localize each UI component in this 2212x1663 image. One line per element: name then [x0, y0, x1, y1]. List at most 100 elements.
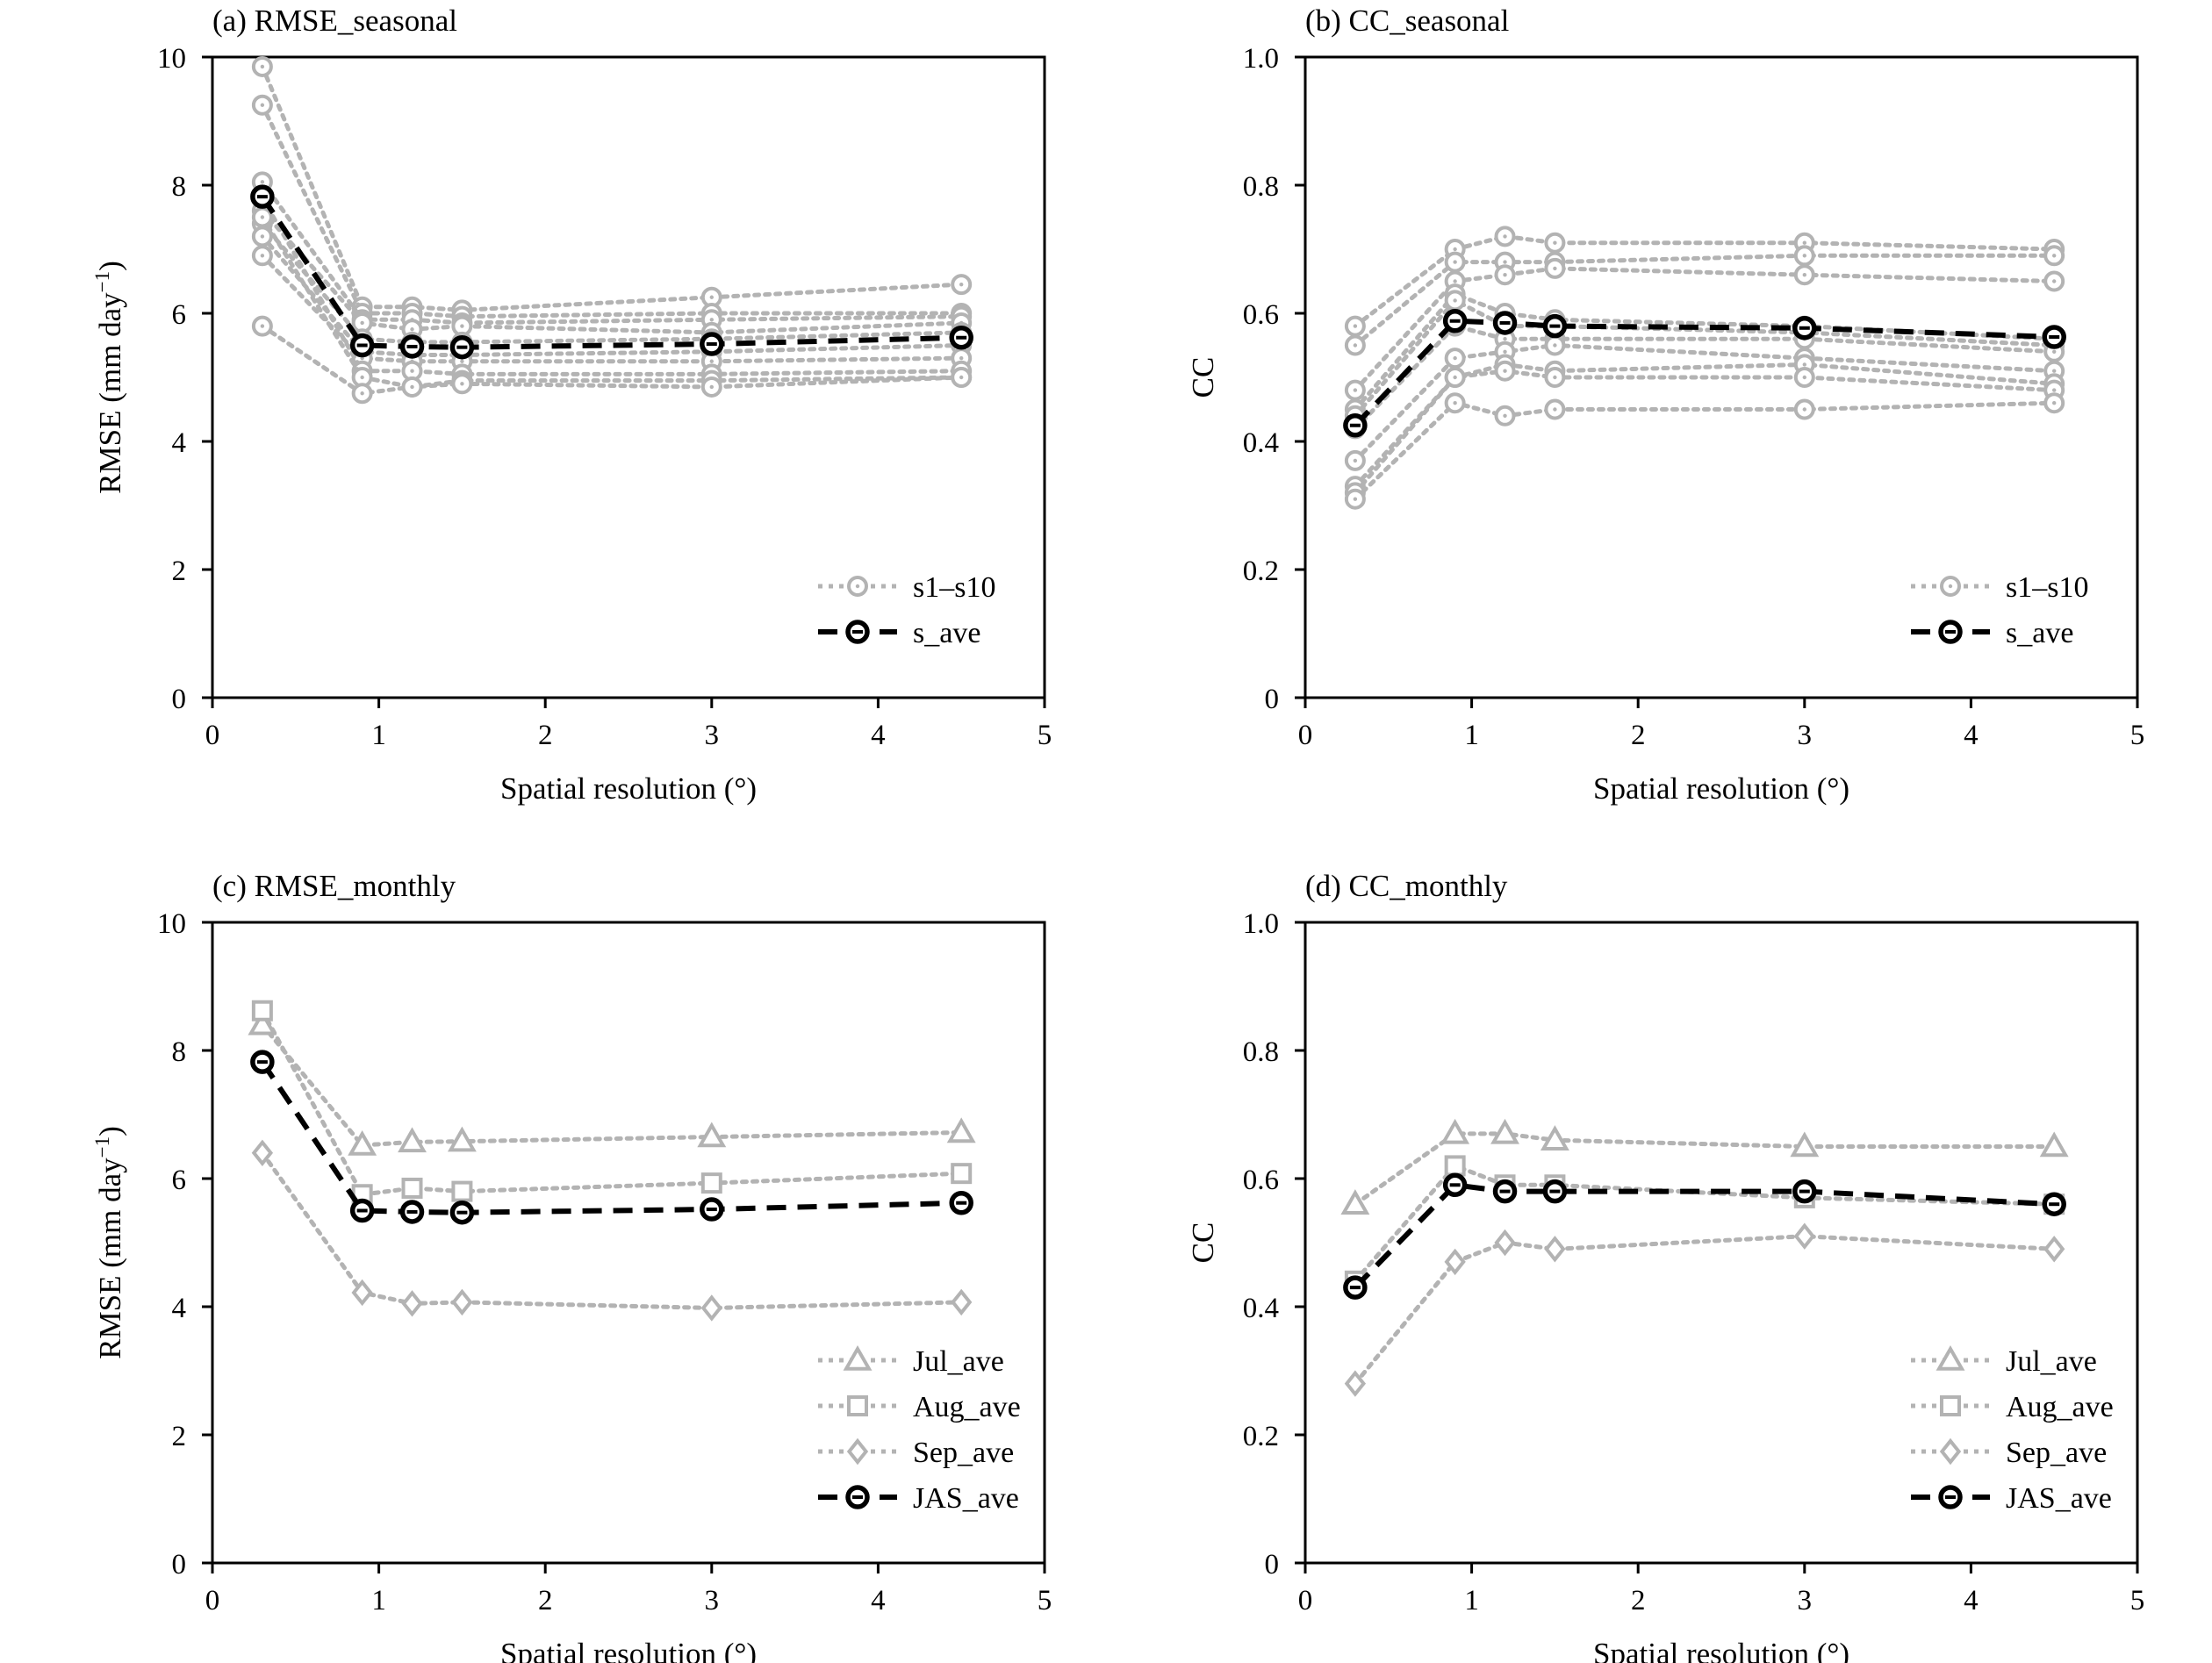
chart-panel-b: (b) CC_seasonal 0 1 2 3 4 5 0 0.2 0.4 0.6 0.8 1.0 Spa…: [1186, 4, 2144, 806]
data-point-dot: [1503, 349, 1507, 354]
legend-label: s_ave: [913, 617, 980, 649]
series-line: [260, 179, 964, 326]
y-tick-label: 10: [157, 43, 186, 75]
data-point-dot: [2052, 349, 2057, 354]
data-point-dot: [709, 359, 714, 363]
series-Jul_ave: [248, 1009, 976, 1156]
data-point-dot: [1553, 375, 1557, 380]
series-line: [260, 1150, 964, 1310]
x-tick-label: 2: [1631, 1585, 1646, 1616]
data-point-dot: [959, 375, 964, 380]
legend: Jul_ave Aug_ave Sep_ave JAS_ave: [818, 1344, 1021, 1515]
legend-marker: [846, 1437, 869, 1466]
series-line: [260, 221, 964, 345]
legend-entry: s_ave: [1911, 617, 2073, 649]
data-point-dot: [360, 391, 364, 396]
data-point-dot: [410, 327, 414, 332]
data-point-dot: [410, 369, 414, 373]
legend-label: JAS_ave: [2006, 1482, 2112, 1515]
plot-frame: [211, 55, 1046, 699]
x-tick-label: 0: [205, 1585, 220, 1616]
legend-entry: Sep_ave: [818, 1437, 1014, 1469]
data-point-dot: [1503, 413, 1507, 418]
series-line: [260, 1060, 962, 1215]
legend-entry: Aug_ave: [818, 1391, 1021, 1423]
x-tick-label: 1: [371, 1585, 386, 1616]
data-point-dot: [2052, 401, 2057, 405]
legend-entry: s1–s10: [818, 571, 995, 604]
data-point-dot: [1353, 458, 1358, 463]
data-point: [1444, 1155, 1466, 1177]
series-line: [1353, 233, 2057, 329]
legend-label: Aug_ave: [913, 1391, 1021, 1423]
data-point-dot: [360, 375, 364, 380]
y-axis-label: RMSE (mm day−1): [91, 261, 127, 494]
series-line: [260, 208, 964, 335]
y-tick-label: 0: [172, 1549, 187, 1581]
data-point-dot: [260, 215, 265, 219]
data-point-dot: [2052, 388, 2057, 392]
data-point-dot: [1453, 260, 1457, 264]
x-tick-label: 3: [1798, 1585, 1813, 1616]
legend-label: s_ave: [2006, 617, 2073, 649]
series-line: [1353, 400, 2057, 502]
x-tick-label: 1: [371, 720, 386, 751]
x-tick-label: 5: [2130, 1585, 2145, 1616]
x-tick-label: 1: [1464, 1585, 1479, 1616]
series-line: [260, 64, 964, 312]
legend-entry: s_ave: [818, 617, 980, 649]
data-point: [1340, 1189, 1370, 1215]
legend-entry: JAS_ave: [818, 1482, 1019, 1515]
series-s_ave: [1343, 309, 2066, 438]
data-point-dot: [1353, 324, 1358, 328]
y-tick-label: 1.0: [1243, 908, 1279, 940]
x-tick-label: 3: [705, 1585, 720, 1616]
y-tick-label: 0.8: [1243, 1036, 1279, 1068]
data-point: [697, 1122, 727, 1148]
x-axis-label: Spatial resolution (°): [500, 1637, 757, 1663]
x-tick-label: 4: [1964, 720, 1979, 751]
legend-marker: [1936, 1344, 1965, 1371]
series-line: [1353, 1163, 2057, 1284]
data-point-dot: [460, 324, 464, 328]
y-tick-label: 0.2: [1243, 556, 1279, 587]
series-line: [260, 1008, 964, 1197]
y-tick-label: 6: [172, 1165, 187, 1196]
y-tick-label: 6: [172, 299, 187, 331]
data-point-dot: [1553, 343, 1557, 348]
series-line: [1353, 266, 2057, 393]
y-tick-label: 4: [172, 1293, 187, 1324]
data-point-dot: [1503, 234, 1507, 239]
data-point-dot: [1553, 407, 1557, 412]
data-point: [1544, 1236, 1566, 1263]
data-point-dot: [1802, 240, 1806, 245]
data-point: [700, 1172, 722, 1194]
legend-entry: Aug_ave: [1911, 1391, 2114, 1423]
data-point: [401, 1290, 423, 1317]
series-line: [1353, 369, 2057, 495]
data-point: [2039, 1131, 2069, 1158]
series-member-7: [1344, 334, 2065, 471]
legend-entry: Jul_ave: [1911, 1344, 2097, 1378]
series-member-10: [1344, 392, 2065, 510]
data-point-dot: [1453, 375, 1457, 380]
legend: s1–s10 s_ave: [1911, 571, 2088, 649]
legend-label: s1–s10: [913, 571, 995, 604]
y-tick-label: 2: [172, 556, 187, 587]
series-line: [260, 215, 964, 390]
panel-title: (c) RMSE_monthly: [212, 869, 456, 903]
data-point: [447, 1126, 477, 1152]
series-line: [1353, 1234, 2057, 1387]
data-point: [951, 1163, 973, 1185]
data-point-dot: [1453, 401, 1457, 405]
data-point-dot: [260, 234, 265, 239]
legend-marker: [1939, 1437, 1962, 1466]
series-s1–s10: [251, 55, 973, 321]
series-line: [260, 1022, 964, 1148]
legend-marker-dot: [1948, 584, 1953, 589]
data-point: [251, 1000, 273, 1021]
data-point: [348, 1130, 377, 1156]
series-Aug_ave: [251, 1000, 973, 1206]
data-point-dot: [1553, 240, 1557, 245]
data-point-dot: [1453, 298, 1457, 303]
